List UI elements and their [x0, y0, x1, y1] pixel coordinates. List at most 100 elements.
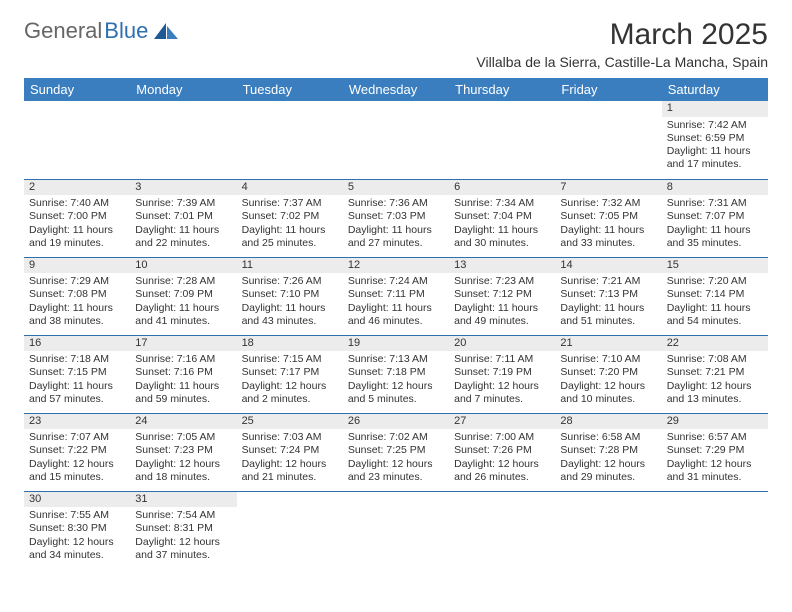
- calendar-day-cell: 13Sunrise: 7:23 AMSunset: 7:12 PMDayligh…: [449, 257, 555, 335]
- day-number: 8: [662, 180, 768, 196]
- calendar-table: Sunday Monday Tuesday Wednesday Thursday…: [24, 78, 768, 569]
- calendar-day-cell: 23Sunrise: 7:07 AMSunset: 7:22 PMDayligh…: [24, 413, 130, 491]
- sunset-text: Sunset: 7:12 PM: [454, 288, 550, 301]
- day-number: 9: [24, 258, 130, 274]
- sunrise-text: Sunrise: 7:23 AM: [454, 275, 550, 288]
- weekday-header: Thursday: [449, 78, 555, 101]
- daylight-text: Daylight: 11 hours and 49 minutes.: [454, 302, 550, 328]
- sunset-text: Sunset: 7:26 PM: [454, 444, 550, 457]
- day-number: 7: [555, 180, 661, 196]
- weekday-header: Sunday: [24, 78, 130, 101]
- day-details: Sunrise: 7:15 AMSunset: 7:17 PMDaylight:…: [237, 351, 343, 410]
- sunrise-text: Sunrise: 6:57 AM: [667, 431, 763, 444]
- day-number: 28: [555, 414, 661, 430]
- calendar-day-cell: 6Sunrise: 7:34 AMSunset: 7:04 PMDaylight…: [449, 179, 555, 257]
- daylight-text: Daylight: 12 hours and 29 minutes.: [560, 458, 656, 484]
- daylight-text: Daylight: 12 hours and 23 minutes.: [348, 458, 444, 484]
- sunset-text: Sunset: 7:15 PM: [29, 366, 125, 379]
- sunrise-text: Sunrise: 7:55 AM: [29, 509, 125, 522]
- calendar-week-row: 16Sunrise: 7:18 AMSunset: 7:15 PMDayligh…: [24, 335, 768, 413]
- sunrise-text: Sunrise: 7:34 AM: [454, 197, 550, 210]
- day-details: Sunrise: 7:28 AMSunset: 7:09 PMDaylight:…: [130, 273, 236, 332]
- sunset-text: Sunset: 7:00 PM: [29, 210, 125, 223]
- sunrise-text: Sunrise: 7:08 AM: [667, 353, 763, 366]
- sunrise-text: Sunrise: 7:11 AM: [454, 353, 550, 366]
- calendar-day-cell: .: [237, 491, 343, 569]
- month-title: March 2025: [476, 18, 768, 52]
- daylight-text: Daylight: 12 hours and 31 minutes.: [667, 458, 763, 484]
- day-number: 22: [662, 336, 768, 352]
- day-number: 11: [237, 258, 343, 274]
- sunset-text: Sunset: 7:17 PM: [242, 366, 338, 379]
- sunset-text: Sunset: 7:19 PM: [454, 366, 550, 379]
- sunrise-text: Sunrise: 7:21 AM: [560, 275, 656, 288]
- daylight-text: Daylight: 11 hours and 17 minutes.: [667, 145, 763, 171]
- day-details: Sunrise: 7:18 AMSunset: 7:15 PMDaylight:…: [24, 351, 130, 410]
- day-details: Sunrise: 7:16 AMSunset: 7:16 PMDaylight:…: [130, 351, 236, 410]
- calendar-day-cell: .: [555, 491, 661, 569]
- sunset-text: Sunset: 7:21 PM: [667, 366, 763, 379]
- sunset-text: Sunset: 7:28 PM: [560, 444, 656, 457]
- sunset-text: Sunset: 7:10 PM: [242, 288, 338, 301]
- daylight-text: Daylight: 11 hours and 22 minutes.: [135, 224, 231, 250]
- sunrise-text: Sunrise: 7:02 AM: [348, 431, 444, 444]
- location-text: Villalba de la Sierra, Castille-La Manch…: [476, 54, 768, 70]
- sunrise-text: Sunrise: 7:37 AM: [242, 197, 338, 210]
- sunrise-text: Sunrise: 7:26 AM: [242, 275, 338, 288]
- calendar-day-cell: .: [555, 101, 661, 179]
- sunrise-text: Sunrise: 7:10 AM: [560, 353, 656, 366]
- sunset-text: Sunset: 7:08 PM: [29, 288, 125, 301]
- day-number: 13: [449, 258, 555, 274]
- calendar-day-cell: .: [130, 101, 236, 179]
- daylight-text: Daylight: 12 hours and 37 minutes.: [135, 536, 231, 562]
- day-number: 5: [343, 180, 449, 196]
- daylight-text: Daylight: 11 hours and 43 minutes.: [242, 302, 338, 328]
- sunrise-text: Sunrise: 7:00 AM: [454, 431, 550, 444]
- sunset-text: Sunset: 7:18 PM: [348, 366, 444, 379]
- sunrise-text: Sunrise: 6:58 AM: [560, 431, 656, 444]
- calendar-week-row: 2Sunrise: 7:40 AMSunset: 7:00 PMDaylight…: [24, 179, 768, 257]
- calendar-day-cell: .: [237, 101, 343, 179]
- sunset-text: Sunset: 7:20 PM: [560, 366, 656, 379]
- calendar-day-cell: 18Sunrise: 7:15 AMSunset: 7:17 PMDayligh…: [237, 335, 343, 413]
- day-number: 15: [662, 258, 768, 274]
- brand-part1: General: [24, 18, 102, 44]
- daylight-text: Daylight: 11 hours and 27 minutes.: [348, 224, 444, 250]
- sunrise-text: Sunrise: 7:29 AM: [29, 275, 125, 288]
- sunset-text: Sunset: 7:09 PM: [135, 288, 231, 301]
- sunset-text: Sunset: 8:30 PM: [29, 522, 125, 535]
- sunrise-text: Sunrise: 7:15 AM: [242, 353, 338, 366]
- day-number: 18: [237, 336, 343, 352]
- sunset-text: Sunset: 8:31 PM: [135, 522, 231, 535]
- calendar-day-cell: 2Sunrise: 7:40 AMSunset: 7:00 PMDaylight…: [24, 179, 130, 257]
- daylight-text: Daylight: 11 hours and 35 minutes.: [667, 224, 763, 250]
- sunset-text: Sunset: 7:24 PM: [242, 444, 338, 457]
- day-number: 27: [449, 414, 555, 430]
- day-number: 4: [237, 180, 343, 196]
- day-details: Sunrise: 6:57 AMSunset: 7:29 PMDaylight:…: [662, 429, 768, 488]
- day-number: 23: [24, 414, 130, 430]
- calendar-day-cell: 28Sunrise: 6:58 AMSunset: 7:28 PMDayligh…: [555, 413, 661, 491]
- day-details: Sunrise: 7:37 AMSunset: 7:02 PMDaylight:…: [237, 195, 343, 254]
- day-number: 31: [130, 492, 236, 508]
- day-details: Sunrise: 7:02 AMSunset: 7:25 PMDaylight:…: [343, 429, 449, 488]
- sunrise-text: Sunrise: 7:42 AM: [667, 119, 763, 132]
- day-number: 14: [555, 258, 661, 274]
- daylight-text: Daylight: 12 hours and 10 minutes.: [560, 380, 656, 406]
- day-details: Sunrise: 7:07 AMSunset: 7:22 PMDaylight:…: [24, 429, 130, 488]
- calendar-body: ......1Sunrise: 7:42 AMSunset: 6:59 PMDa…: [24, 101, 768, 569]
- day-details: Sunrise: 7:54 AMSunset: 8:31 PMDaylight:…: [130, 507, 236, 566]
- calendar-day-cell: 22Sunrise: 7:08 AMSunset: 7:21 PMDayligh…: [662, 335, 768, 413]
- day-details: Sunrise: 7:36 AMSunset: 7:03 PMDaylight:…: [343, 195, 449, 254]
- day-details: Sunrise: 7:31 AMSunset: 7:07 PMDaylight:…: [662, 195, 768, 254]
- day-number: 6: [449, 180, 555, 196]
- day-number: 17: [130, 336, 236, 352]
- day-details: Sunrise: 7:40 AMSunset: 7:00 PMDaylight:…: [24, 195, 130, 254]
- sunrise-text: Sunrise: 7:31 AM: [667, 197, 763, 210]
- calendar-day-cell: 1Sunrise: 7:42 AMSunset: 6:59 PMDaylight…: [662, 101, 768, 179]
- day-number: 12: [343, 258, 449, 274]
- daylight-text: Daylight: 12 hours and 18 minutes.: [135, 458, 231, 484]
- day-number: 24: [130, 414, 236, 430]
- daylight-text: Daylight: 11 hours and 59 minutes.: [135, 380, 231, 406]
- daylight-text: Daylight: 11 hours and 25 minutes.: [242, 224, 338, 250]
